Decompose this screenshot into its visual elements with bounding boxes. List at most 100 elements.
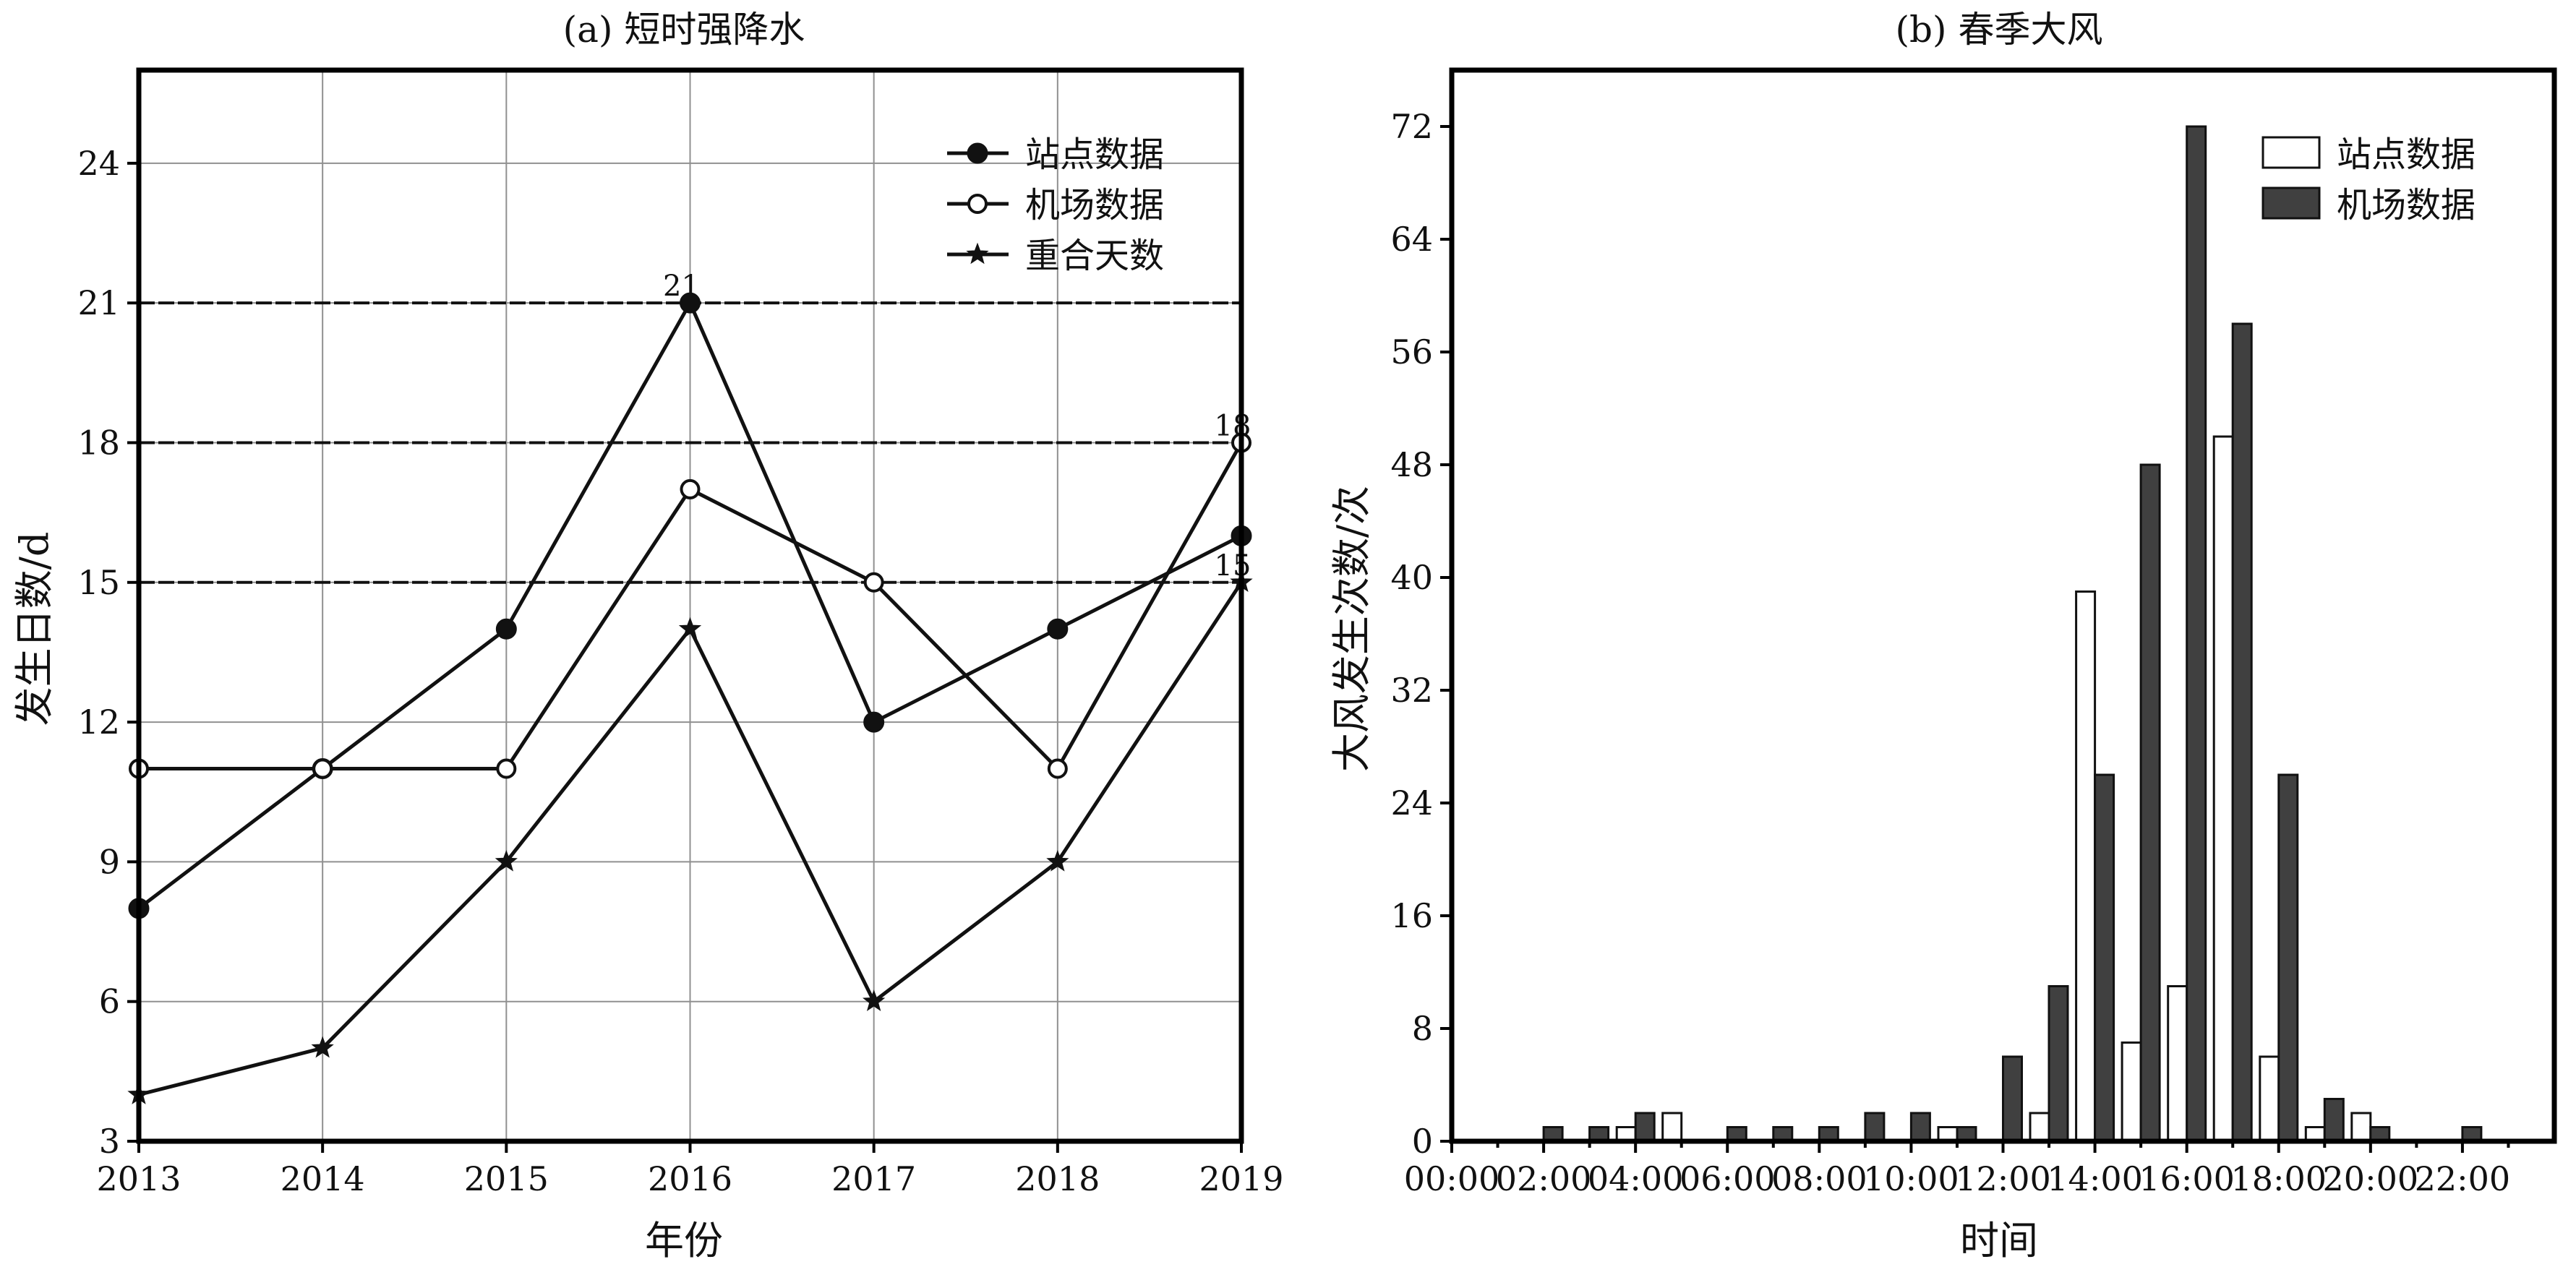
chart-b-bar-1-16:00 [2231,322,2253,1143]
chart-b-plot-frame [1449,67,2557,1144]
chart-a-x-tick-label-2015: 2015 [464,1159,549,1198]
chart-a-series-2-point-2016 [678,617,702,639]
chart-b-bar-1-09:00 [1909,1112,1931,1143]
chart-b-bar-0-12:00 [2029,1112,2050,1143]
chart-a-heavy-rain: (a) 短时强降水 年份 发生日数/d 21 18 15 2013 2014 2015 2… [12,9,1284,1263]
chart-b-y-tick-label-64: 64 [1390,220,1433,259]
chart-a-y-tick-label-9: 9 [99,842,120,881]
chart-a-ticks: 2013 2014 2015 2016 2017 2018 2019369121518212… [77,144,1283,1198]
chart-b-bar-0-13:00 [2075,590,2097,1143]
chart-b-bars [1542,125,2483,1143]
chart-a-series-2-point-2015 [495,849,518,872]
chart-b-y-tick-label-24: 24 [1390,783,1433,823]
chart-b-x-tick-label-06:00: 06:00 [1679,1159,1776,1198]
chart-b-bar-1-12:00 [2047,985,2069,1143]
chart-a-series-1-point-2015 [496,758,517,779]
chart-b-bar-0-14:00 [2121,1041,2142,1143]
chart-a-legend-marker-2 [966,242,989,265]
chart-b-legend-label-1: 机场数据 [2337,185,2476,226]
chart-b-legend-label-0: 站点数据 [2337,134,2476,175]
chart-a-series-2-point-2014 [311,1036,334,1058]
chart-a-series-1-point-2017 [863,572,884,593]
chart-b-bar-0-19:00 [2350,1112,2372,1143]
chart-a-series-0-point-2016 [680,292,701,314]
chart-b-x-tick-label-08:00: 08:00 [1771,1159,1867,1198]
chart-b-x-tick-label-16:00: 16:00 [2139,1159,2235,1198]
chart-a-x-tick-label-2017: 2017 [831,1159,916,1198]
chart-b-ticks: 00:0002:0004:0006:0008:0010:0012:0014:00… [1390,107,2510,1198]
chart-b-x-tick-label-12:00: 12:00 [1955,1159,2051,1198]
chart-b-x-tick-label-22:00: 22:00 [2415,1159,2511,1198]
chart-b-bar-0-16:00 [2212,435,2234,1143]
chart-b-x-axis-label: 时间 [1960,1218,2038,1263]
chart-b-bar-1-11:00 [2002,1055,2023,1143]
chart-a-y-tick-label-6: 6 [99,982,120,1021]
chart-b-bar-1-18:00 [2323,1098,2345,1143]
chart-b-title: (b) 春季大风 [1896,9,2103,51]
chart-a-title: (a) 短时强降水 [563,9,805,51]
chart-a-series-0-point-2018 [1047,618,1069,640]
chart-b-bar-1-14:00 [2139,463,2161,1143]
chart-a-series-0-point-2017 [863,711,885,733]
chart-a-annotations: 21 18 15 [663,270,1251,583]
chart-b-y-tick-label-32: 32 [1390,671,1433,710]
chart-b-y-axis-label: 大风发生次数/次 [1329,486,1374,772]
chart-a-series-1-point-2016 [680,478,701,499]
chart-b-y-tick-label-56: 56 [1390,332,1433,371]
chart-b-bar-1-08:00 [1864,1112,1886,1143]
chart-b-legend-swatch-0 [2262,136,2321,169]
chart-b-x-tick-label-04:00: 04:00 [1588,1159,1684,1198]
chart-a-grid [138,70,1242,1142]
chart-b-x-tick-label-10:00: 10:00 [1863,1159,1959,1198]
chart-b-y-tick-label-8: 8 [1412,1009,1433,1048]
chart-b-bar-1-15:00 [2186,125,2207,1143]
chart-b-x-tick-label-14:00: 14:00 [2047,1159,2143,1198]
chart-a-y-tick-label-12: 12 [77,703,120,742]
chart-a-series-1-point-2018 [1047,758,1068,779]
chart-b-x-tick-label-20:00: 20:00 [2323,1159,2419,1198]
chart-a-x-tick-label-2019: 2019 [1199,1159,1283,1198]
chart-a-annotation-15: 15 [1215,549,1251,583]
chart-b-legend-swatch-1 [2262,186,2321,220]
chart-b-bar-0-04:00 [1661,1112,1683,1143]
chart-b-y-tick-label-48: 48 [1390,445,1433,484]
chart-a-y-tick-label-24: 24 [77,144,120,183]
chart-a-series-2-point-2017 [863,989,886,1011]
chart-a-x-tick-label-2016: 2016 [648,1159,732,1198]
chart-a-legend-label-0: 站点数据 [1025,134,1164,175]
chart-a-y-axis-label: 发生日数/d [12,532,57,726]
chart-b-bar-0-17:00 [2259,1055,2280,1143]
chart-a-annotation-18: 18 [1215,409,1251,442]
chart-a-legend-label-2: 重合天数 [1025,236,1164,276]
chart-b-spring-wind: (b) 春季大风 时间 大风发生次数/次 00:0002:0004:0006:0… [1329,9,2557,1263]
chart-a-x-tick-label-2013: 2013 [96,1159,181,1198]
chart-b-x-tick-label-18:00: 18:00 [2230,1159,2327,1198]
chart-a-series-1-point-2014 [312,758,333,779]
chart-a-series-0-point-2015 [495,618,517,640]
chart-b-y-tick-label-72: 72 [1390,107,1433,146]
chart-a-legend-marker-1 [967,194,988,214]
chart-a-y-tick-label-15: 15 [77,563,120,602]
chart-a-y-tick-label-21: 21 [77,283,120,322]
chart-b-y-tick-label-0: 0 [1412,1122,1433,1161]
chart-b-x-tick-label-00:00: 00:00 [1404,1159,1500,1198]
chart-b-y-tick-label-40: 40 [1390,558,1433,597]
chart-a-y-tick-label-18: 18 [77,423,120,462]
chart-a-annotation-21: 21 [663,270,700,303]
chart-b-bar-0-15:00 [2167,985,2188,1143]
chart-a-legend-label-1: 机场数据 [1025,185,1164,226]
chart-a-legend-marker-0 [967,142,988,164]
chart-b-bar-1-13:00 [2094,773,2115,1143]
chart-a-x-tick-label-2018: 2018 [1015,1159,1100,1198]
chart-a-series-2-point-2018 [1046,849,1069,872]
chart-b-bar-1-03:00 [1634,1112,1656,1143]
chart-a-x-axis-label: 年份 [645,1218,723,1263]
chart-b-bar-1-17:00 [2277,773,2299,1143]
chart-a-y-tick-label-3: 3 [99,1122,120,1161]
chart-a-x-tick-label-2014: 2014 [281,1159,365,1198]
chart-b-x-tick-label-02:00: 02:00 [1496,1159,1592,1198]
chart-b-y-tick-label-16: 16 [1390,896,1433,935]
